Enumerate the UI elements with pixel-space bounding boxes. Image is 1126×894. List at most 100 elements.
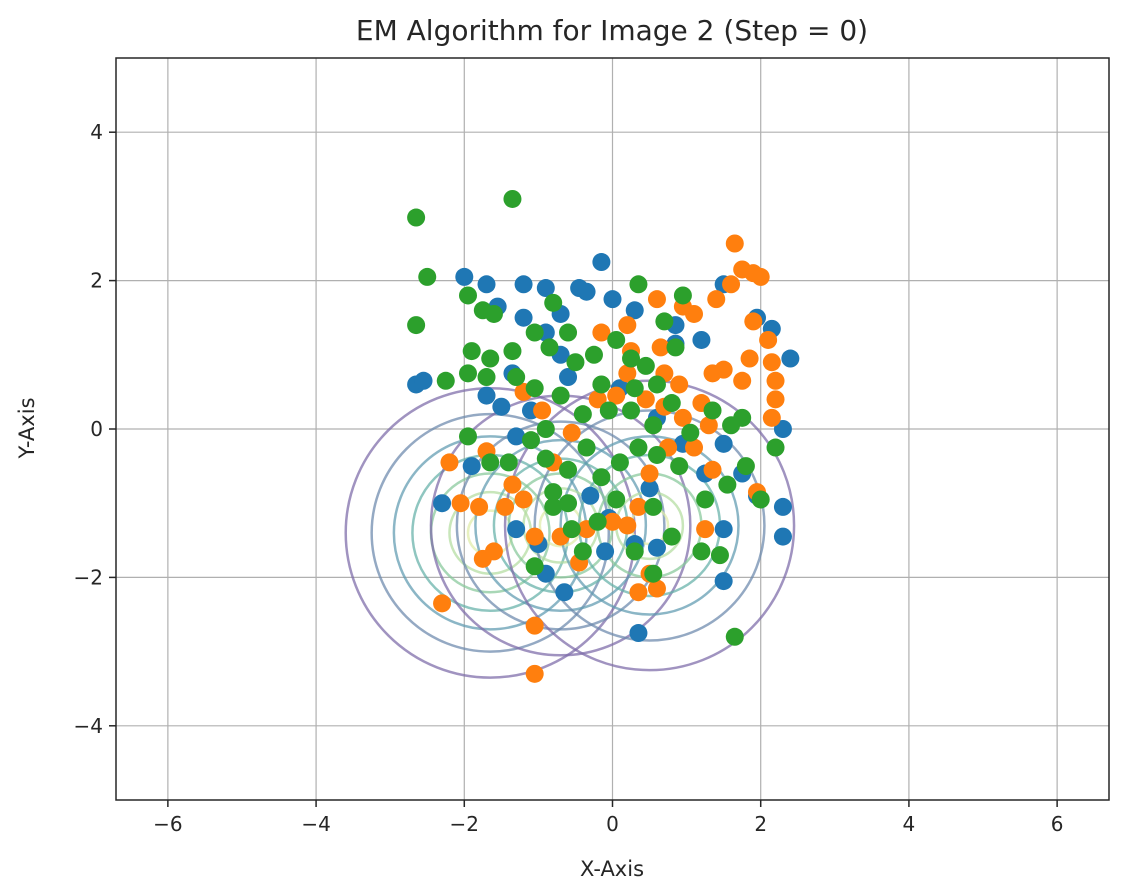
chart-title: EM Algorithm for Image 2 (Step = 0) — [356, 14, 868, 47]
scatter-point — [625, 542, 644, 561]
scatter-point — [714, 434, 733, 453]
scatter-point — [436, 371, 455, 390]
scatter-point — [555, 583, 574, 602]
scatter-point — [525, 664, 544, 683]
contour-ring — [559, 435, 740, 616]
scatter-point — [540, 338, 559, 357]
y-axis-label: Y-Axis — [15, 397, 39, 459]
scatter-point — [514, 490, 533, 509]
y-axis-ticks: −4 −2 0 2 4 — [74, 120, 116, 738]
scatter-point — [462, 342, 481, 361]
scatter-point — [725, 627, 744, 646]
x-tick-label: 2 — [754, 812, 767, 836]
scatter-point — [610, 453, 629, 472]
scatter-point — [773, 420, 792, 438]
scatter-point — [462, 457, 481, 476]
y-tick-label: 2 — [90, 269, 103, 293]
scatter-point — [484, 304, 503, 323]
scatter-point — [647, 579, 666, 598]
scatter-point — [588, 512, 607, 531]
scatter-point — [618, 316, 637, 335]
scatter-point — [751, 490, 770, 509]
scatter-point — [662, 394, 681, 413]
scatter-point — [766, 371, 785, 390]
contour-ring — [455, 420, 666, 631]
scatter-point — [514, 275, 533, 294]
scatter-point — [618, 516, 637, 535]
scatter-point — [507, 427, 526, 446]
scatter-point — [499, 453, 518, 472]
scatter-point — [573, 405, 592, 424]
scatter-point — [781, 349, 800, 368]
scatter-point — [651, 338, 670, 357]
scatter-point — [773, 527, 792, 546]
scatter-point — [407, 316, 426, 335]
scatter-point — [647, 538, 666, 557]
scatter-point — [762, 353, 781, 372]
scatter-point — [733, 371, 752, 390]
scatter-point — [521, 431, 540, 450]
x-tick-label: −2 — [450, 812, 479, 836]
x-tick-label: 6 — [1051, 812, 1064, 836]
scatter-point — [740, 349, 759, 368]
scatter-point — [647, 445, 666, 464]
scatter-point — [714, 572, 733, 591]
scatter-point — [681, 423, 700, 442]
scatter-point — [773, 497, 792, 516]
scatter-point — [766, 438, 785, 457]
contour-ring — [474, 438, 648, 613]
scatter-point — [636, 390, 655, 409]
scatter-point — [592, 253, 611, 272]
scatter-point — [662, 527, 681, 546]
scatter-point — [699, 416, 718, 435]
scatter-point — [618, 364, 637, 383]
scatter-point — [470, 497, 489, 516]
scatter-point — [629, 438, 648, 457]
scatter-point — [762, 408, 781, 427]
y-tick-label: −4 — [74, 714, 103, 738]
scatter-point — [433, 594, 452, 613]
scatter-point — [566, 353, 585, 372]
scatter-point — [544, 483, 563, 502]
scatter-point — [559, 323, 578, 342]
scatter-point — [640, 479, 659, 498]
scatter-point — [496, 497, 515, 516]
contour-ring — [533, 409, 766, 642]
scatter-point — [644, 416, 663, 435]
scatter-point — [622, 401, 641, 420]
scatter-point — [603, 512, 622, 531]
scatter-point — [644, 497, 663, 516]
scatter-point — [588, 390, 607, 409]
scatter-point — [744, 312, 763, 331]
scatter-point — [559, 368, 578, 387]
scatter-point — [629, 583, 648, 602]
scatter-point — [607, 490, 626, 509]
scatter-point — [577, 282, 596, 301]
scatter-point — [718, 475, 737, 494]
scatter-point — [433, 494, 452, 513]
scatter-point — [533, 401, 552, 420]
scatter-point — [622, 349, 641, 368]
scatter-point — [525, 527, 544, 546]
scatter-point — [584, 345, 603, 364]
scatter-point — [440, 453, 459, 472]
y-tick-label: 4 — [90, 120, 103, 144]
scatter-point — [673, 408, 692, 427]
scatter-point — [581, 486, 600, 505]
scatter-point — [710, 546, 729, 565]
scatter-point — [736, 457, 755, 476]
scatter-point — [599, 401, 618, 420]
scatter-point — [562, 520, 581, 539]
y-tick-label: 0 — [90, 417, 103, 441]
scatter-point — [536, 449, 555, 468]
scatter-point — [451, 494, 470, 513]
scatter-point — [481, 349, 500, 368]
scatter-point — [544, 497, 563, 516]
scatter-point — [596, 542, 615, 561]
scatter-point — [703, 460, 722, 479]
scatter-point — [573, 542, 592, 561]
scatter-point — [766, 390, 785, 409]
scatter-point — [625, 379, 644, 398]
